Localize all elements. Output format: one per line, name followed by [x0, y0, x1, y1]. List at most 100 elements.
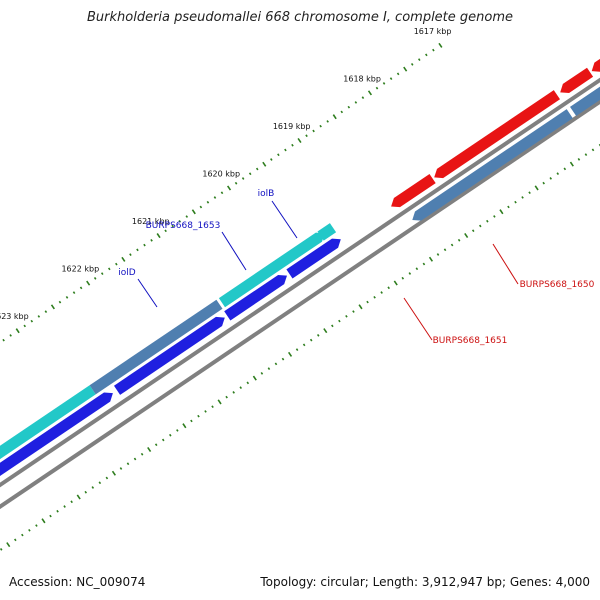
inner-tick-minor — [140, 452, 144, 456]
gene-segment-BURPS668_1650 — [570, 86, 600, 116]
feature-arrows — [0, 58, 600, 476]
inner-tick-minor — [493, 215, 496, 218]
inner-tick-minor — [169, 433, 172, 437]
inner-tick-minor — [267, 367, 271, 370]
outer-tick-major — [403, 66, 408, 72]
tick-label-1618: 1618 kbp — [343, 74, 381, 83]
inner-tick-minor — [316, 333, 320, 337]
gene-segment-iolD-overlap — [89, 299, 223, 395]
inner-tick-major — [464, 232, 469, 238]
inner-tick-minor — [422, 262, 426, 266]
gene-label-burps668-1651: BURPS668_1651 — [433, 336, 508, 346]
inner-tick-major — [217, 399, 222, 405]
outer-tick-minor — [410, 63, 414, 66]
inner-tick-minor — [239, 386, 243, 390]
inner-tick-minor — [563, 167, 567, 171]
inner-tick-minor — [408, 272, 412, 275]
outer-tick-minor — [396, 72, 400, 76]
outer-tick-minor — [30, 319, 34, 323]
outer-tick-minor — [312, 129, 315, 133]
inner-tick-major — [534, 185, 539, 191]
outer-tick-minor — [185, 215, 189, 218]
outer-tick-minor — [143, 243, 146, 247]
inner-tick-minor — [281, 357, 285, 361]
inner-tick-minor — [352, 310, 355, 313]
inner-tick-minor — [133, 457, 137, 461]
outer-tick-minor — [9, 334, 12, 337]
inner-tick-minor — [478, 224, 482, 228]
outer-tick-minor — [277, 153, 280, 157]
outer-tick-minor — [44, 310, 48, 314]
outer-tick-minor — [340, 110, 344, 114]
inner-tick-minor — [401, 276, 405, 280]
inner-tick-minor — [528, 191, 531, 195]
outer-tick-major — [15, 328, 20, 334]
inner-tick-minor — [338, 319, 341, 323]
inner-tick-major — [499, 209, 504, 215]
inner-tick-minor — [204, 410, 207, 413]
gene-label-burps668-1650: BURPS668_1650 — [520, 280, 595, 290]
inner-tick-minor — [415, 267, 419, 271]
inner-tick-minor — [309, 338, 313, 342]
inner-tick-minor — [295, 348, 299, 351]
outer-tick-major — [191, 209, 196, 215]
outer-tick-major — [367, 90, 373, 96]
outer-tick-minor — [382, 82, 386, 85]
callout-line-burps668-1651 — [403, 297, 433, 341]
inner-tick-major — [323, 328, 328, 334]
inner-tick-minor — [443, 248, 447, 252]
inner-tick-major — [393, 280, 398, 286]
inner-tick-minor — [161, 438, 165, 442]
outer-tick-minor — [432, 48, 435, 52]
cds-arrow-iolD — [0, 392, 113, 476]
inner-tick-minor — [521, 196, 524, 199]
outer-tick-minor — [136, 248, 139, 252]
outer-tick-minor — [65, 296, 69, 299]
outer-tick-minor — [389, 77, 393, 81]
outer-tick-minor — [171, 224, 174, 228]
inner-tick-major — [182, 423, 187, 429]
inner-tick-major — [6, 542, 11, 548]
inner-tick-minor — [542, 181, 545, 185]
inner-tick-minor — [577, 158, 581, 161]
tick-label-1617: 1617 kbp — [414, 27, 452, 36]
outer-tick-major — [121, 256, 126, 262]
inner-tick-minor — [154, 443, 158, 447]
outer-tick-minor — [58, 300, 62, 304]
inner-tick-minor — [260, 372, 264, 375]
cds-arrow-1648 — [591, 58, 600, 72]
outer-tick-minor — [220, 191, 224, 195]
inner-tick-major — [252, 375, 257, 381]
inner-tick-minor — [471, 229, 475, 233]
forward-backbone — [0, 77, 600, 488]
topology-summary: Topology: circular; Length: 3,912,947 bp… — [260, 575, 590, 589]
outer-tick-minor — [129, 253, 132, 256]
inner-tick-minor — [450, 243, 454, 247]
outer-tick-minor — [164, 229, 167, 233]
inner-tick-minor — [507, 205, 510, 209]
outer-tick-minor — [361, 96, 365, 100]
inner-tick-minor — [14, 538, 17, 542]
tick-label-1620: 1620 kbp — [202, 169, 240, 178]
inner-tick-minor — [119, 467, 123, 470]
outer-tick-major — [226, 185, 232, 191]
inner-tick-major — [147, 446, 152, 452]
outer-tick-minor — [305, 134, 308, 138]
inner-tick-minor — [345, 314, 348, 318]
outer-tick-minor — [79, 286, 83, 290]
tick-label-1623: 1623 kbp — [0, 312, 29, 321]
outer-tick-major — [262, 161, 267, 167]
gene-segment-iolB — [317, 223, 337, 241]
inner-tick-minor — [91, 486, 95, 489]
cds-arrow-iolB-b — [286, 238, 341, 279]
outer-tick-minor — [270, 158, 273, 161]
cds-arrow-1649 — [560, 67, 594, 93]
tick-label-1622: 1622 kbp — [61, 265, 99, 274]
reverse-backbone — [0, 99, 600, 510]
outer-tick-minor — [199, 205, 203, 209]
outer-tick-minor — [108, 267, 111, 271]
inner-tick-minor — [0, 547, 3, 551]
gene-label-iold: iolD — [118, 268, 136, 278]
outer-tick-minor — [255, 167, 259, 171]
